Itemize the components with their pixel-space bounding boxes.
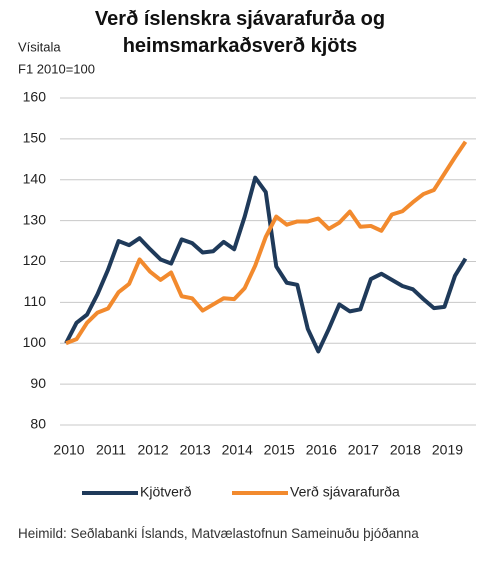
y-tick-label: 130 <box>23 211 47 227</box>
x-tick-label: 2015 <box>264 442 295 458</box>
x-tick-label: 2012 <box>138 442 169 458</box>
x-tick-label: 2018 <box>390 442 421 458</box>
y-tick-label: 140 <box>23 170 47 186</box>
y-label: Vísitala <box>18 39 61 54</box>
y-tick-label: 160 <box>23 89 47 105</box>
legend-label: Kjötverð <box>140 484 192 500</box>
line <box>65 140 468 346</box>
x-tick-label: 2010 <box>53 442 84 458</box>
y-tick-label: 90 <box>30 375 46 391</box>
x-tick-label: 2014 <box>222 442 253 458</box>
chart-title: Verð íslenskra sjávarafurða og heimsmark… <box>94 8 386 57</box>
x-tick-label: 2013 <box>180 442 211 458</box>
y-tick-label: 80 <box>30 416 46 432</box>
y-tick-label: 120 <box>23 252 47 268</box>
y-tick-label: 100 <box>23 334 47 350</box>
x-tick-label: 2019 <box>432 442 463 458</box>
source: Heimild: Seðlabanki Íslands, Matvælastof… <box>18 526 419 541</box>
y-label: F1 2010=100 <box>18 61 95 76</box>
legend-label: Verð sjávarafurða <box>290 484 400 500</box>
x-tick-label: 2017 <box>348 442 379 458</box>
y-tick-label: 110 <box>24 293 47 309</box>
x-tick-label: 2016 <box>306 442 337 458</box>
x-tick-label: 2011 <box>96 442 126 458</box>
y-tick-label: 150 <box>23 130 47 146</box>
line <box>64 175 468 354</box>
